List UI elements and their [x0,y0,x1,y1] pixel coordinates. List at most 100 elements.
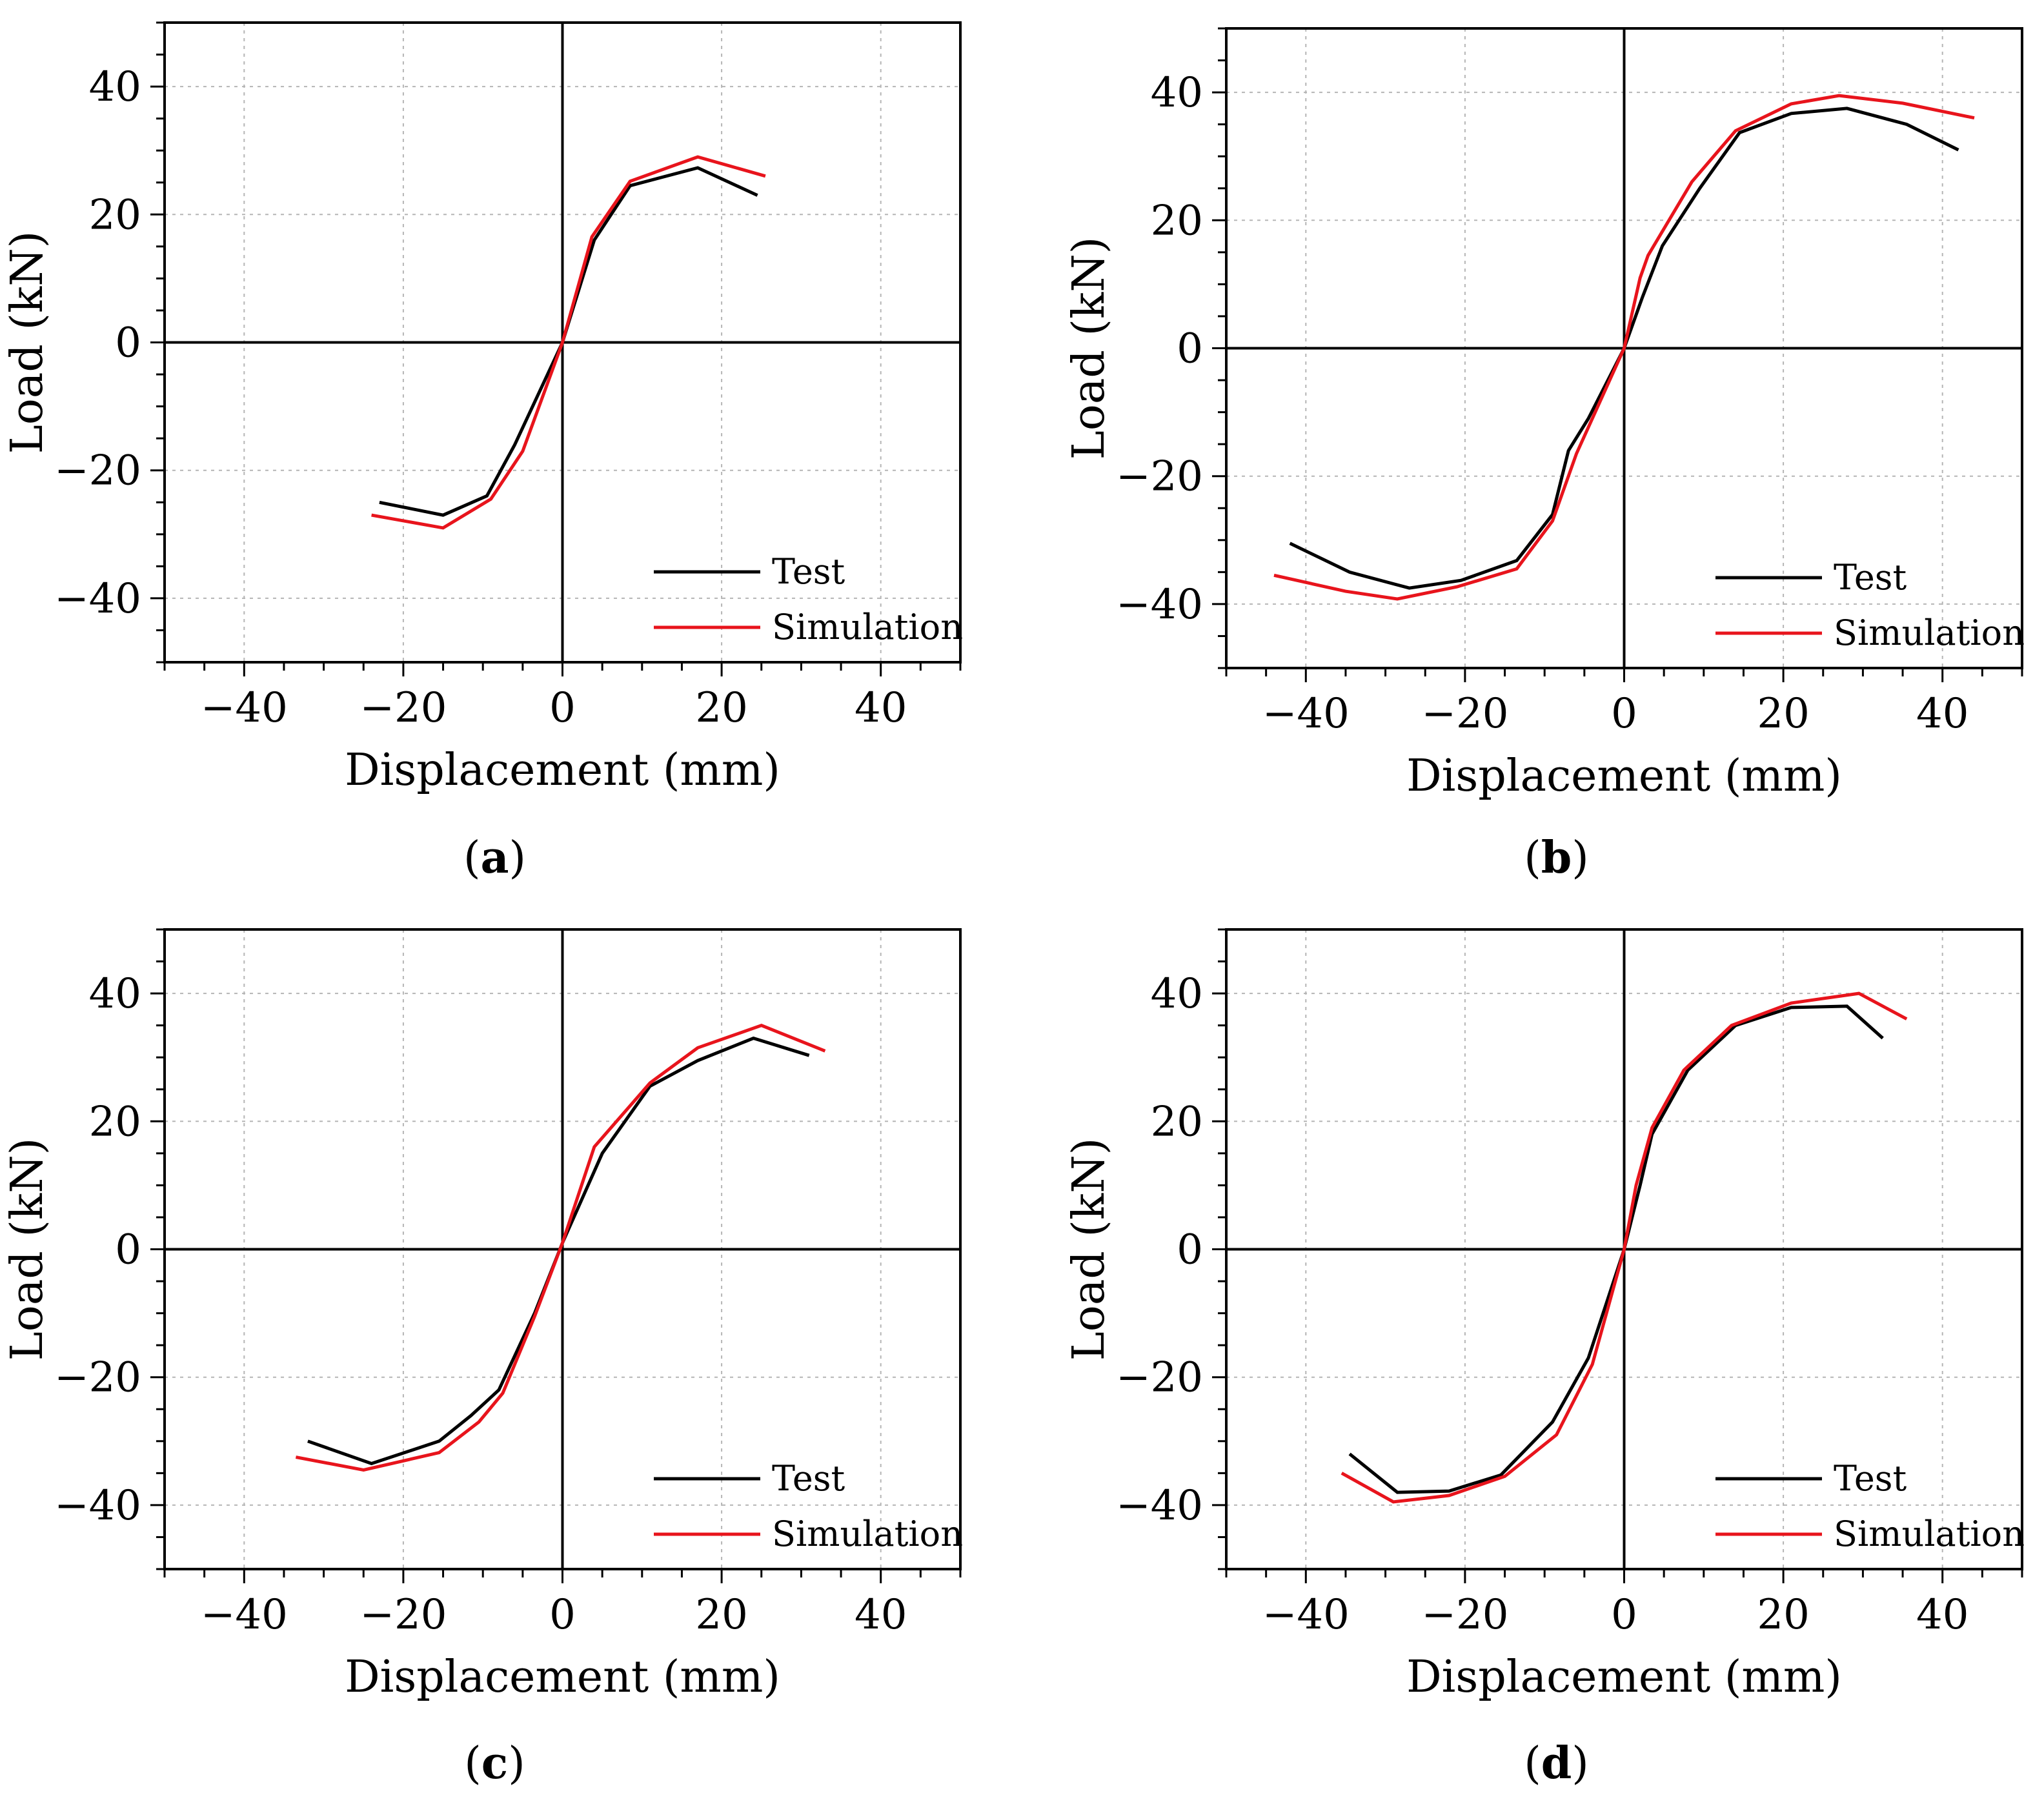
data-point [1662,245,1663,246]
x-tick-label: 20 [1757,690,1809,738]
x-tick-label: 0 [549,1591,576,1639]
data-point [1683,1070,1684,1071]
x-tick-label: 0 [549,684,576,732]
panel-caption: (b) [1524,832,1589,884]
caption-letter: a [480,832,509,884]
caption-letter: d [1541,1738,1572,1789]
ticks [1212,928,2023,1583]
data-point [439,1452,440,1453]
series-line-simulation [371,155,766,530]
y-tick-label: 0 [1177,325,1203,373]
y-tick-label: 20 [1151,1098,1203,1146]
legend-label-test: Test [772,1458,845,1499]
legend-label-simulation: Simulation [1834,613,2025,653]
data-point [562,1242,563,1243]
series-test [1348,1004,1884,1494]
x-tick-label: −20 [359,1591,447,1639]
data-point [761,1025,762,1026]
x-tick-label: 20 [1757,1591,1809,1639]
series-simulation [1273,94,1975,601]
data-point [1449,1491,1450,1492]
y-tick-label: 40 [1151,69,1203,117]
caption-letter: c [481,1738,508,1789]
data-point [1409,588,1410,589]
panel-caption: (a) [463,832,526,884]
legend-label-simulation: Simulation [772,1514,963,1554]
chart-panel-d: −40 −20 0 20 40 −40 −20 0 20 40 Displacement (mm) L… [1064,928,2025,1789]
data-point [1731,1025,1732,1026]
series-simulation [1341,991,1908,1504]
data-point [1791,1007,1792,1008]
data-point [753,1038,754,1039]
legend-label-test: Test [772,551,845,592]
chart-panel-c: −40 −20 0 20 40 −40 −20 0 20 40 Displacement (mm) L… [2,928,963,1789]
data-point [1341,1473,1342,1474]
y-tick-label: −20 [1116,1354,1203,1402]
x-tick-label: 40 [855,1591,907,1639]
data-point [650,1082,651,1083]
panel-caption: (d) [1524,1738,1589,1789]
data-point [1345,591,1346,592]
data-point [1588,1357,1589,1358]
y-tick-label: 40 [1151,970,1203,1018]
data-point [1791,103,1792,104]
data-point [1739,132,1740,133]
panel-caption: (c) [464,1738,525,1789]
series-line-simulation [295,1024,826,1472]
x-tick-label: −40 [1262,690,1350,738]
data-point [562,342,563,343]
data-point [479,1422,480,1423]
y-tick-label: −40 [1116,1482,1203,1530]
y-tick-label: 20 [89,1098,141,1146]
data-point [630,185,631,186]
data-point [371,1463,372,1464]
y-tick-label: −40 [54,575,141,623]
ticks [1212,27,2023,682]
ticks [150,928,962,1583]
y-tick-label: −40 [1116,581,1203,629]
y-tick-label: −40 [54,1482,141,1530]
x-tick-label: −40 [201,684,288,732]
series-line-simulation [1341,991,1908,1504]
series-simulation [371,155,766,530]
legend-label-test: Test [1834,557,1907,598]
data-point [1974,117,1975,118]
data-point [1556,1434,1557,1435]
ticks [150,21,962,676]
data-point [1273,575,1274,576]
y-axis-label: Load (kN) [1064,237,1115,460]
x-tick-label: 40 [1916,1591,1968,1639]
y-tick-label: 40 [89,970,141,1018]
legend: Test Simulation [654,551,963,647]
legend-label-simulation: Simulation [1834,1514,2025,1554]
y-tick-label: 0 [115,319,141,367]
data-point [1791,1002,1792,1003]
x-tick-label: 40 [1916,690,1968,738]
y-axis-label: Load (kN) [2,231,53,454]
x-tick-label: −20 [1421,690,1508,738]
legend-label-test: Test [1834,1458,1907,1499]
data-point [1735,130,1736,131]
y-axis-label: Load (kN) [1064,1138,1115,1361]
legend: Test Simulation [1715,557,2025,653]
data-point [1397,598,1398,599]
x-tick-label: −20 [1421,1591,1508,1639]
data-point [1397,1492,1398,1493]
x-tick-label: 20 [695,1591,747,1639]
y-tick-label: −20 [1116,453,1203,501]
x-axis-label: Displacement (mm) [1406,1652,1842,1703]
series-simulation [295,1024,826,1472]
y-tick-label: −20 [54,1354,141,1402]
y-tick-label: 40 [89,63,141,111]
y-tick-label: −20 [54,447,141,495]
data-point [1635,1185,1636,1186]
y-axis-label: Load (kN) [2,1138,53,1361]
series-line-simulation [1273,94,1975,601]
y-tick-label: 0 [1177,1226,1203,1274]
x-axis-label: Displacement (mm) [345,1652,780,1703]
chart-panel-b: −40 −20 0 20 40 −40 −20 0 20 40 Displacement (mm) L… [1064,27,2025,884]
x-tick-label: 0 [1611,690,1637,738]
data-point [1552,521,1553,522]
chart-panel-a: −40 −20 0 20 40 −40 −20 0 20 40 Displacement (mm) L… [2,21,963,884]
